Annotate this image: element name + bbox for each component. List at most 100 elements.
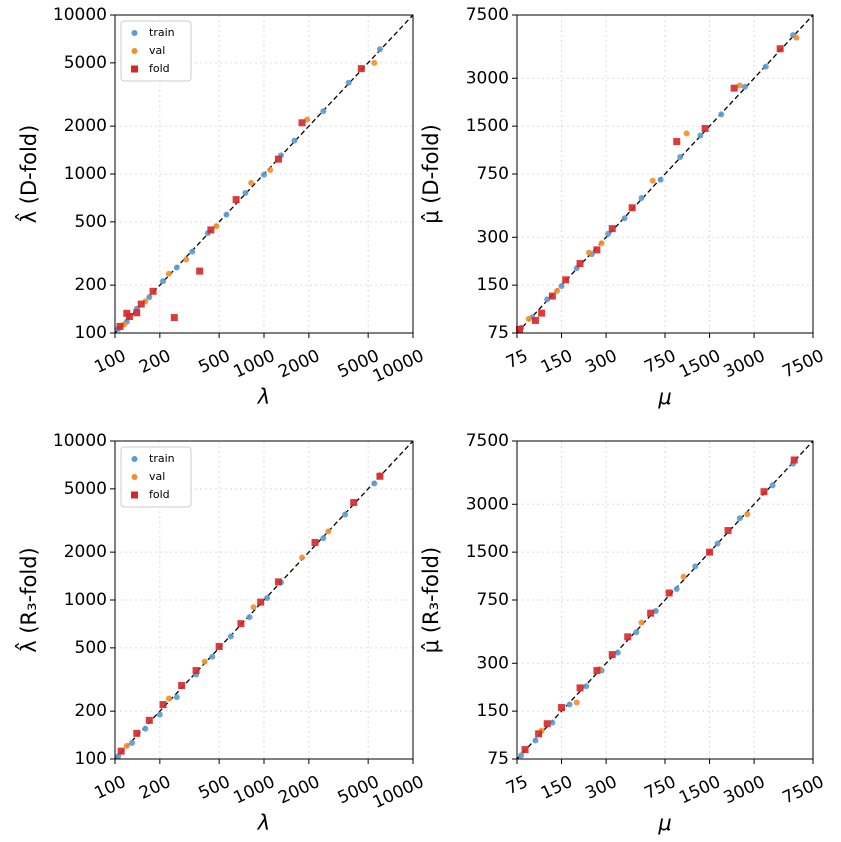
plot-frame [516, 440, 814, 760]
legend-label: fold [149, 62, 170, 75]
point [576, 260, 584, 268]
x-tick-label: 100 [91, 346, 129, 378]
point [605, 230, 612, 237]
point [673, 585, 680, 592]
x-tick-label: 7500 [780, 346, 828, 382]
x-tick-label: 2000 [275, 346, 323, 382]
point [760, 488, 768, 496]
x-tick-label: 3000 [721, 346, 769, 382]
point [554, 287, 561, 294]
point [638, 619, 645, 626]
x-axis-label: λ [257, 385, 270, 409]
plot-frame [516, 14, 814, 334]
point [532, 737, 539, 744]
point [257, 598, 265, 606]
point [170, 314, 178, 322]
point [371, 59, 378, 66]
point [776, 45, 784, 53]
point [673, 138, 681, 146]
point [250, 604, 257, 611]
point [677, 153, 684, 160]
point [608, 651, 616, 659]
point [261, 171, 267, 178]
y-tick-label: 100 [75, 749, 107, 769]
x-tick-label: 500 [196, 346, 234, 378]
point [680, 573, 687, 580]
point [189, 248, 196, 255]
point [325, 528, 332, 535]
x-tick-label: 7500 [780, 772, 828, 808]
point [248, 179, 255, 186]
y-tick-label: 150 [477, 701, 509, 721]
plot-frame [114, 440, 414, 760]
point [237, 620, 245, 628]
legend-label: train [149, 26, 175, 39]
point [548, 292, 556, 300]
point [207, 226, 215, 234]
point [264, 594, 271, 601]
point [790, 456, 798, 464]
point [762, 63, 769, 70]
legend-marker [131, 30, 138, 36]
legend-label: fold [149, 488, 170, 501]
point [227, 633, 234, 640]
x-tick-label: 1500 [676, 772, 724, 808]
point [714, 540, 721, 547]
x-tick-label: 300 [582, 346, 620, 378]
y-tick-label: 2000 [64, 116, 107, 136]
y-axis-label: μ̂ (D-fold) [419, 124, 443, 224]
point [159, 701, 167, 709]
plot-frame [114, 14, 414, 334]
point [149, 287, 157, 295]
point [558, 283, 565, 290]
point [223, 211, 230, 218]
point [128, 740, 135, 747]
point [730, 84, 738, 92]
point [357, 65, 365, 73]
point [566, 701, 573, 708]
point [516, 325, 524, 333]
point [593, 667, 601, 675]
y-tick-label: 150 [477, 275, 509, 295]
point [123, 309, 131, 317]
point [173, 694, 180, 701]
y-axis-label: μ̂ (R₃-fold) [419, 547, 443, 653]
y-tick-label: 300 [477, 653, 509, 673]
y-axis-label: λ̂ (R₃-fold) [15, 547, 41, 652]
legend-marker [131, 48, 138, 54]
x-tick-label: 750 [641, 772, 679, 804]
x-tick-label: 150 [538, 772, 576, 804]
x-tick-label: 300 [582, 772, 620, 804]
point [593, 246, 601, 254]
point [146, 294, 153, 301]
point [165, 270, 172, 277]
legend-marker [131, 474, 138, 480]
legend-label: val [149, 44, 165, 57]
x-tick-label: 200 [136, 772, 174, 804]
point [178, 681, 186, 689]
y-tick-label: 1500 [466, 542, 509, 562]
point [633, 629, 640, 636]
y-tick-label: 75 [487, 749, 509, 769]
point [614, 649, 621, 656]
point [628, 204, 636, 212]
point [647, 609, 655, 617]
point [652, 607, 659, 614]
point [549, 719, 556, 726]
y-tick-label: 300 [477, 227, 509, 247]
legend-marker [131, 491, 138, 499]
point [558, 704, 566, 712]
y-tick-label: 1500 [466, 116, 509, 136]
point [116, 322, 124, 330]
point [598, 240, 605, 247]
point [697, 132, 704, 139]
point [192, 667, 200, 675]
point [371, 480, 378, 487]
point [165, 695, 172, 702]
y-tick-label: 200 [75, 701, 107, 721]
point [701, 124, 709, 132]
y-tick-label: 5000 [64, 53, 107, 73]
point [538, 309, 546, 317]
